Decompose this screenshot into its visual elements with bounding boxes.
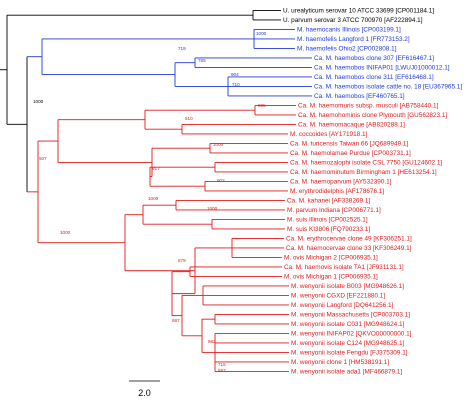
taxon-label: Ca. M. haemocervae clone 33 [KF306249.1] <box>286 245 412 252</box>
taxon-label: Ca. M. haemobos clone 311 [EF616468.1] <box>314 74 434 81</box>
bootstrap-value: 510 <box>185 116 193 121</box>
taxon-labels: U. urealyticum serovar 10 ATCC 33699 [CP… <box>283 8 462 376</box>
taxon-label: M. haemofelis Ohio2 [CP002808.1] <box>297 46 397 53</box>
taxon-label: M. wenyonii CGXD [EF221880.1] <box>291 293 385 300</box>
taxon-label: M. parvum Indiana [CP006771.1] <box>287 207 381 214</box>
bootstrap-value: 887 <box>172 318 180 323</box>
taxon-label: M. wenyonii Massachusetts [CP003703.1] <box>291 312 410 319</box>
taxon-label: M. haemocanis Illinois [CP003199.1] <box>297 27 401 34</box>
taxon-label: M. erythrodidelphis [AF178676.1] <box>290 188 384 195</box>
bootstrap-value: 765 <box>198 58 206 63</box>
taxon-label: Ca. M. haemominutum Birmingham 1 [HE6132… <box>290 169 437 176</box>
bootstrap-value: 715 <box>218 362 226 367</box>
taxon-label: U. urealyticum serovar 10 ATCC 33699 [CP… <box>283 8 434 15</box>
bootstrap-value: 904 <box>231 72 239 77</box>
taxon-label: M. ovis Michigan 1 [CP006935.1] <box>284 274 378 281</box>
taxon-label: M. wenyonii isolate C124 [MG948625.1] <box>291 340 405 347</box>
tree-branches <box>0 9 312 372</box>
taxon-label: Ca. M. turicensis Taiwan 66 [JQ689949.1] <box>290 141 408 148</box>
scale-bar: 2.0 <box>129 380 160 398</box>
taxon-label: M. wenyonii Langford [DQ641256.1] <box>291 302 394 309</box>
bootstrap-value: 879 <box>178 258 186 263</box>
taxon-label: Ca. M. haemolamae Purdue [CP003731.1] <box>290 150 411 157</box>
bootstrap-values: 1000 1000 719 765 904 710 507 1000 985 510 1000 902… <box>33 31 267 373</box>
taxon-label: Ca. M. kahanei [AF338269.1] <box>287 198 370 205</box>
taxon-label: M. suis Illinois [CP002525.1] <box>287 217 368 224</box>
bootstrap-value: 1000 <box>33 99 44 104</box>
bootstrap-value: 985 <box>258 103 266 108</box>
bootstrap-value: 1000 <box>207 206 218 211</box>
bootstrap-value: 1000 <box>148 196 159 201</box>
taxon-label: U. parvum serovar 3 ATCC 700970 [AF22289… <box>283 17 423 24</box>
bootstrap-value: 710 <box>232 82 240 87</box>
taxon-label: Ca. M. haemobos isolate cattle no. 18 [E… <box>314 84 462 91</box>
bootstrap-value: 917 <box>152 166 160 171</box>
taxon-label: Ca. M. haemovis isolate TA1 [JF931131.1] <box>284 264 404 271</box>
bootstrap-value: 587 <box>218 368 226 373</box>
taxon-label: M. wenyonii isolate B003 [MG948626.1] <box>291 283 404 290</box>
taxon-label-highlighted: Ca. M. haemobos INIFAP01 [LWUJ01000012.1… <box>314 65 450 72</box>
taxon-label-highlighted: M. wenyonii INIFAP02 [QKVO00000000.1] <box>291 331 412 338</box>
bootstrap-value: 507 <box>39 156 47 161</box>
taxon-label: M. wenyonii clone 1 [HM538191.1] <box>291 359 389 366</box>
taxon-label: M. wenyonii isolate Fengdu [FJ375309.1] <box>291 350 408 357</box>
scale-bar-label: 2.0 <box>138 388 151 398</box>
taxon-label: M. suis KI3806 [FQ790233.1] <box>287 226 370 233</box>
taxon-label: M. wenyonii isolate ada1 [MF466879.1] <box>291 369 402 376</box>
taxon-label: Ca. M. haemoparvum [AY532390.1] <box>290 179 392 186</box>
bootstrap-value: 719 <box>178 46 186 51</box>
bootstrap-value: 1000 <box>256 31 267 36</box>
taxon-label: Ca. M. haemobos [EF460765.1] <box>314 93 405 100</box>
taxon-label: Ca. M. haemobos clone 307 [EF616467.1] <box>314 55 434 62</box>
bootstrap-value: 1000 <box>60 230 71 235</box>
bootstrap-value: 982 <box>208 339 216 344</box>
taxon-label: Ca. M. haemomacaque [AB820288.1] <box>298 122 405 129</box>
taxon-label: Ca. M. haemomuris subsp. musculi [AB7584… <box>298 103 439 110</box>
bootstrap-value: 902 <box>217 178 225 183</box>
taxon-label: M. coccoides [AY171918.1] <box>290 131 368 138</box>
taxon-label: M. ovis Michigan 2 [CP006935.1] <box>284 255 378 262</box>
taxon-label: Ca. M. erythrocervae clone 49 [KF306251.… <box>286 236 412 243</box>
taxon-label: M. haemofelis Langford 1 [FR773153.2] <box>297 36 410 43</box>
taxon-label: M. wenyonii isolate C031 [MG948624.1] <box>291 321 405 328</box>
bootstrap-value: 1000 <box>213 142 224 147</box>
taxon-label: Ca. M. haemozalophi isolate CSL 7750 [GU… <box>290 160 442 167</box>
taxon-label: Ca. M. haemohominis clone Plymouth [GU56… <box>298 112 447 119</box>
